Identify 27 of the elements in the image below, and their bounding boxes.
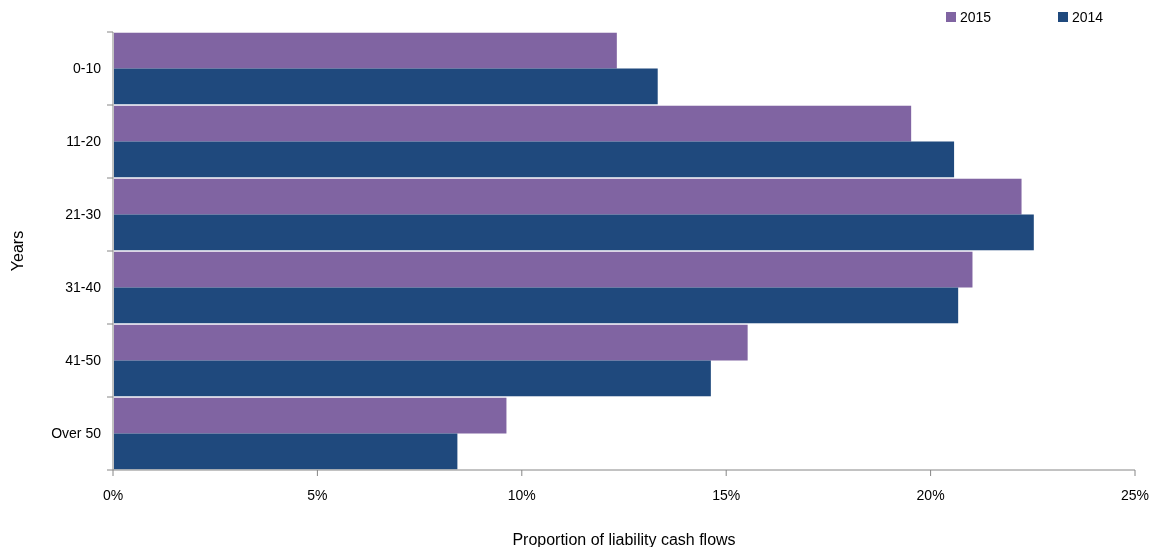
- bar: [114, 214, 1034, 251]
- bar: [114, 141, 955, 178]
- y-tick-label: 31-40: [65, 279, 102, 296]
- bar: [114, 251, 973, 288]
- legend-label: 2015: [960, 8, 992, 25]
- bar: [114, 433, 458, 470]
- y-tick-label: 41-50: [65, 352, 102, 369]
- y-tick-label: Over 50: [51, 425, 102, 442]
- x-tick-label: 10%: [507, 487, 536, 503]
- bar: [114, 397, 507, 434]
- bar: [114, 287, 959, 324]
- y-tick-label: 0-10: [72, 60, 102, 77]
- x-tick-label: 0%: [102, 487, 124, 503]
- y-tick-label: 21-30: [65, 206, 102, 223]
- x-tick-label: 25%: [1120, 487, 1150, 503]
- bar: [114, 178, 1022, 215]
- bar: [114, 105, 912, 142]
- bar: [114, 360, 711, 397]
- bar: [114, 68, 658, 105]
- bar: [114, 32, 617, 69]
- y-axis-title: Years: [9, 230, 26, 272]
- x-tick-label: 5%: [307, 487, 328, 503]
- legend-label: 2014: [1072, 8, 1104, 25]
- x-tick-label: 15%: [712, 487, 741, 503]
- bar: [114, 324, 748, 361]
- x-tick-label: 20%: [916, 487, 945, 503]
- y-tick-label: 11-20: [66, 133, 102, 150]
